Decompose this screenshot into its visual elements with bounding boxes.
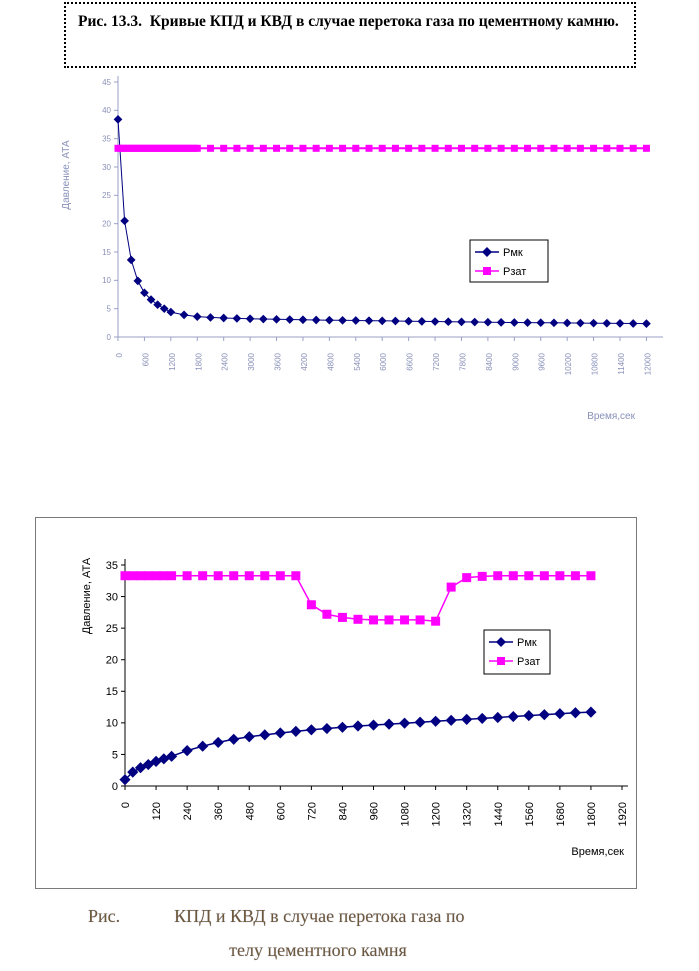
x-tick-label: 600	[141, 352, 150, 366]
legend-label-Рмк: Рмк	[517, 637, 537, 649]
y-tick-label: 0	[112, 781, 118, 793]
x-tick-label: 3600	[274, 352, 283, 370]
x-tick-label: 0	[120, 802, 132, 808]
pressure-chart-1: 0 5 10 15 20 25 30 35 40 45 0 600 1200 1800 2400 3000 36…	[55, 70, 670, 435]
y-tick-label: 10	[106, 718, 118, 730]
x-tick-label: 4200	[300, 352, 309, 370]
x-tick-label: 6600	[406, 352, 415, 370]
x-tick-label: 720	[306, 802, 318, 820]
y-tick-label: 5	[107, 304, 112, 313]
x-tick-label: 4800	[326, 352, 335, 370]
legend-label-Рзат: Рзат	[517, 656, 540, 668]
tick-labels: 0 5 10 15 20 25 30 35 0 120 240 360 480 600 720 840 960 1…	[106, 560, 629, 827]
x-tick-label: 1800	[586, 802, 598, 826]
y-tick-label: 15	[102, 248, 111, 257]
x-tick-label: 1920	[617, 802, 629, 826]
y-tick-label: 25	[106, 623, 118, 635]
figure-caption-line-1: Рис. КПД и КВД в случае перетока газа по	[88, 906, 465, 926]
y-tick-label: 25	[102, 191, 111, 200]
pressure-chart-2: 0 5 10 15 20 25 30 35 0 120 240 360 480 600 720 840 960 1…	[35, 517, 637, 889]
x-tick-label: 120	[151, 802, 163, 820]
legend: Рмк Рзат	[483, 629, 551, 675]
x-tick-label: 1800	[194, 352, 203, 370]
x-tick-label: 11400	[617, 352, 626, 374]
y-tick-label: 35	[106, 560, 118, 572]
x-tick-label: 7800	[458, 352, 467, 370]
y-axis-title: Давление, АТА	[61, 140, 72, 210]
axes	[124, 559, 628, 787]
y-tick-label: 30	[102, 163, 111, 172]
x-tick-label: 1560	[524, 802, 536, 826]
y-tick-label: 40	[102, 106, 111, 115]
x-tick-label: 240	[182, 802, 194, 820]
x-tick-label: 1200	[168, 352, 177, 370]
figure-caption: Рис. КПД и КВД в случае перетока газа по…	[88, 899, 548, 967]
x-tick-label: 2400	[221, 352, 230, 370]
y-tick-label: 15	[106, 686, 118, 698]
figure-title-box: Рис. 13.3. Кривые КПД и КВД в случае пер…	[64, 2, 636, 68]
x-tick-label: 960	[369, 802, 381, 820]
x-tick-label: 360	[213, 802, 225, 820]
y-tick-label: 30	[106, 591, 118, 603]
tick-labels: 0 5 10 15 20 25 30 35 40 45 0 600 1200 1800 2400 3000 36…	[102, 78, 652, 375]
y-axis-title: Давление, АТА	[81, 557, 93, 634]
series-markers-Рзат	[114, 144, 650, 152]
y-tick-label: 10	[102, 276, 111, 285]
pressure-chart-1-svg: 0 5 10 15 20 25 30 35 40 45 0 600 1200 1800 2400 3000 36…	[61, 76, 663, 422]
x-tick-label: 7200	[432, 352, 441, 370]
y-tick-label: 45	[102, 78, 111, 87]
legend-label-Рмк: Рмк	[503, 247, 523, 259]
x-tick-label: 1320	[462, 802, 474, 826]
x-tick-label: 1080	[400, 802, 412, 826]
legend-label-Рзат: Рзат	[503, 266, 526, 278]
x-tick-label: 9000	[511, 352, 520, 370]
x-tick-label: 10200	[564, 352, 573, 375]
x-tick-label: 1680	[555, 802, 567, 826]
pressure-chart-2-svg: 0 5 10 15 20 25 30 35 0 120 240 360 480 600 720 840 960 1…	[81, 557, 629, 858]
x-tick-label: 3000	[247, 352, 256, 370]
figure-caption-line-2: телу цементного камня	[229, 940, 407, 960]
x-tick-label: 12000	[643, 352, 652, 375]
x-tick-label: 8400	[485, 352, 494, 370]
y-tick-label: 35	[102, 134, 111, 143]
x-tick-label: 600	[275, 802, 287, 820]
series-markers-Рзат	[120, 571, 596, 626]
x-axis-title: Время,сек	[587, 411, 635, 422]
x-tick-label: 1440	[493, 802, 505, 826]
x-tick-label: 1200	[431, 802, 443, 826]
series-markers-Рмк	[119, 706, 597, 786]
x-tick-label: 10800	[591, 352, 600, 375]
x-tick-label: 840	[337, 802, 349, 820]
series-line-Рзат	[125, 574, 591, 622]
x-tick-label: 480	[244, 802, 256, 820]
x-tick-label: 0	[115, 352, 124, 357]
y-tick-label: 5	[112, 749, 118, 761]
x-tick-label: 9600	[538, 352, 547, 370]
y-tick-label: 0	[107, 333, 112, 342]
y-tick-label: 20	[106, 655, 118, 667]
axes	[117, 76, 663, 338]
legend: Рмк Рзат	[469, 239, 549, 283]
x-tick-label: 6000	[379, 352, 388, 370]
x-tick-label: 5400	[353, 352, 362, 370]
x-axis-title: Время,сек	[571, 846, 624, 858]
figure-title-text: Рис. 13.3. Кривые КПД и КВД в случае пер…	[78, 13, 619, 30]
y-tick-label: 20	[102, 219, 111, 228]
